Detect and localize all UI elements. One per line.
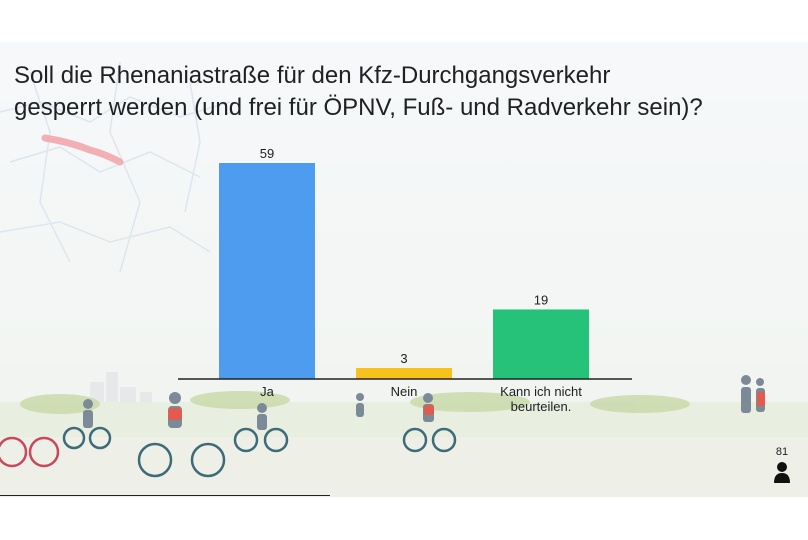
person-icon: [774, 462, 790, 483]
category-label-1-0: Nein: [391, 384, 418, 399]
bar-2: [493, 309, 589, 379]
bars: [219, 163, 589, 379]
value-labels: 59 3 19: [260, 146, 548, 366]
value-label-0: 59: [260, 146, 274, 161]
category-label-0-0: Ja: [260, 384, 275, 399]
question-line-1: Soll die Rhenaniastraße für den Kfz-Durc…: [14, 62, 611, 89]
category-label-2-1: beurteilen.: [511, 399, 572, 414]
respondent-count: 81: [775, 446, 789, 458]
value-label-1: 3: [400, 351, 407, 366]
bar-0: [219, 163, 315, 379]
background-illustration: [0, 61, 808, 497]
footer-divider: [0, 495, 330, 496]
question-title: Soll die Rhenaniastraße für den Kfz-Durc…: [14, 60, 794, 124]
category-label-2-0: Kann ich nicht: [500, 384, 582, 399]
bar-1: [356, 368, 452, 379]
question-line-2: gesperrt werden (und frei für ÖPNV, Fuß-…: [14, 94, 703, 121]
value-label-2: 19: [534, 292, 548, 307]
